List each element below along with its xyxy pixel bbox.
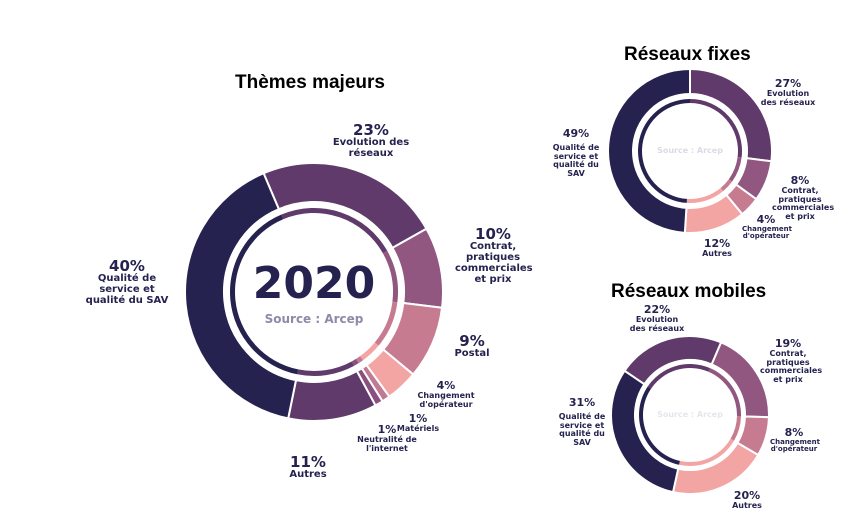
label-main-qualite: 40% Qualité de service et qualité du SAV xyxy=(85,257,169,306)
label-main-evolution: 23% Evolution des réseaux xyxy=(332,121,410,159)
inner-ring-0-6 xyxy=(297,361,355,376)
label-fixed-contrat: 8% Contrat, pratiques commerciales et pri… xyxy=(772,174,835,221)
source-mobile: Source : Arcep xyxy=(657,410,723,419)
inner-ring-0-1 xyxy=(382,250,398,303)
label-main-neutralite: 1% Neutralité de l'internet xyxy=(357,423,417,453)
inner-ring-0-0 xyxy=(281,208,388,254)
inner-ring-2-1 xyxy=(708,368,741,417)
slice-2-0 xyxy=(623,335,723,386)
label-main-changement: 4% Changement d'opérateur xyxy=(417,379,475,409)
slice-2-3 xyxy=(671,441,760,495)
label-mobile-evolution: 22% Evolution des réseaux xyxy=(629,303,685,333)
label-mobile-qualite: 31% Qualité de service et qualité du SAV xyxy=(558,396,606,447)
inner-ring-0-4 xyxy=(355,356,364,364)
label-mobile-changement: 8% Changement d'opérateur xyxy=(770,426,820,454)
inner-ring-0-2 xyxy=(374,301,398,346)
slice-2-4 xyxy=(610,369,680,494)
slice-1-4 xyxy=(607,67,691,234)
inner-ring-0-3 xyxy=(360,342,379,361)
label-main-contrat: 10% Contrat, pratiques commerciales et pr… xyxy=(455,225,533,285)
inner-ring-1-2 xyxy=(720,179,733,192)
label-fixed-qualite: 49% Qualité de service et qualité du SAV xyxy=(552,127,600,178)
inner-ring-0-7 xyxy=(230,214,299,375)
label-main-materiels: 1% Matériels xyxy=(396,412,440,433)
inner-ring-2-3 xyxy=(679,438,734,466)
inner-ring-2-2 xyxy=(730,416,741,441)
label-main-postal: 9% Postal xyxy=(454,332,490,360)
inner-ring-2-4 xyxy=(639,386,680,465)
main-chart-title: Thèmes majeurs xyxy=(235,72,385,93)
label-mobile-contrat: 19% Contrat, pratiques commerciales et pr… xyxy=(760,337,823,384)
slice-0-0 xyxy=(262,162,428,250)
source-main: Source : Arcep xyxy=(264,312,364,326)
label-fixed-autres: 12% Autres xyxy=(702,237,732,258)
inner-ring-2-0 xyxy=(647,364,711,389)
inner-ring-1-1 xyxy=(728,157,742,182)
label-main-autres: 11% Autres xyxy=(289,453,327,481)
center-year: 2020 xyxy=(252,258,376,309)
source-fixed: Source : Arcep xyxy=(657,146,723,155)
label-fixed-changement: 4% Changement d'opérateur xyxy=(742,213,792,241)
inner-ring-0-5 xyxy=(351,358,359,366)
fixed-chart-title: Réseaux fixes xyxy=(624,44,751,65)
slice-0-7 xyxy=(184,171,298,420)
inner-ring-1-3 xyxy=(686,187,724,203)
label-fixed-evolution: 27% Evolution des réseaux xyxy=(760,77,816,107)
mobile-chart-title: Réseaux mobiles xyxy=(611,281,767,302)
label-mobile-autres: 20% Autres xyxy=(732,489,762,510)
